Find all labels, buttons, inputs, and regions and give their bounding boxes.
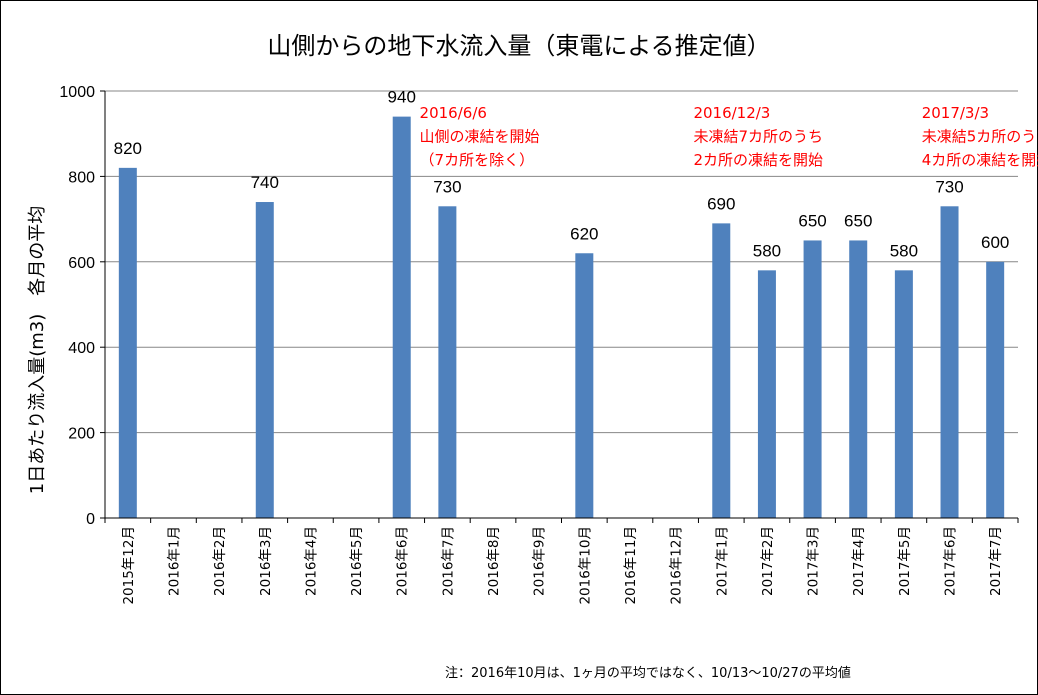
y-tick-label: 800 (68, 169, 95, 186)
y-axis-label: 1日あたり流入量(m3) 各月の平均 (27, 206, 48, 494)
x-tick-label: 2016年5月 (349, 526, 365, 596)
data-label: 740 (251, 173, 279, 192)
x-tick-label: 2017年7月 (988, 526, 1004, 596)
annotation-line: 山側の凍結を開始 (420, 128, 540, 146)
x-tick-label: 2017年3月 (806, 526, 822, 596)
annotation-line: 2016/12/3 (693, 104, 770, 122)
bar (803, 240, 822, 518)
bar (255, 202, 274, 518)
data-label: 650 (798, 211, 826, 230)
x-tick-label: 2016年11月 (623, 526, 639, 605)
y-tick-label: 600 (68, 255, 95, 272)
x-tick-label: 2016年9月 (532, 526, 548, 596)
data-label: 730 (433, 177, 461, 196)
annotation-line: 2016/6/6 (420, 104, 487, 122)
bar (940, 206, 959, 519)
x-tick-label: 2016年3月 (258, 526, 274, 596)
x-tick-label: 2016年6月 (395, 526, 411, 596)
bar (392, 116, 411, 519)
annotation-line: 4カ所の凍結を開始 (922, 151, 1038, 169)
y-tick-label: 400 (68, 340, 95, 357)
annotation-line: 2カ所の凍結を開始 (693, 151, 823, 169)
bar (712, 223, 731, 518)
data-label: 580 (753, 241, 781, 260)
data-label: 620 (570, 224, 598, 243)
x-tick-label: 2017年4月 (851, 526, 867, 596)
data-labels: 820 740 940 730 620 690 580 650 650 580 730 600 (114, 88, 1010, 261)
x-tick-label: 2016年7月 (440, 526, 456, 596)
x-tick-label: 2016年8月 (486, 526, 502, 596)
bar (438, 206, 457, 519)
bars (118, 116, 1005, 519)
data-label: 690 (707, 194, 735, 213)
x-tick-labels: 2015年12月 2016年1月 2016年2月 2016年3月 2016年4月 2016… (121, 526, 1004, 605)
x-tick-label: 2016年1月 (166, 526, 182, 596)
footnote: 注：2016年10月は、1ヶ月の平均ではなく、10/13～10/27の平均値 (445, 665, 851, 681)
y-tick-label: 0 (86, 511, 95, 528)
bar (575, 253, 594, 518)
x-tick-label: 2017年5月 (897, 526, 913, 596)
bar (118, 167, 137, 519)
axes (104, 91, 1019, 523)
gridlines (100, 90, 1018, 519)
data-label: 580 (890, 241, 918, 260)
data-label: 650 (844, 211, 872, 230)
y-tick-labels: 0 200 400 600 800 1000 (59, 84, 95, 528)
bar (986, 261, 1005, 518)
x-tick-label: 2017年2月 (760, 526, 776, 596)
x-tick-label: 2016年12月 (669, 526, 685, 605)
bar (849, 240, 868, 518)
data-label: 600 (981, 233, 1009, 252)
annotation-line: 未凍結7カ所のうち (693, 128, 823, 146)
data-label: 730 (935, 177, 963, 196)
y-tick-label: 1000 (59, 84, 95, 101)
bar (757, 270, 776, 518)
data-label: 940 (388, 88, 416, 107)
x-tick-label: 2017年1月 (714, 526, 730, 596)
x-tick-label: 2017年6月 (943, 526, 959, 596)
x-tick-label: 2016年4月 (303, 526, 319, 596)
annotation-line: 未凍結5カ所のうち (922, 128, 1038, 146)
x-tick-label: 2016年10月 (577, 526, 593, 605)
x-tick-label: 2015年12月 (121, 526, 137, 605)
bar (894, 270, 913, 518)
data-label: 820 (114, 139, 142, 158)
x-tick-label: 2016年2月 (212, 526, 228, 596)
y-tick-label: 200 (68, 426, 95, 443)
chart-title: 山側からの地下水流入量（東電による推定値） (267, 32, 770, 60)
annotation-line: 2017/3/3 (922, 104, 989, 122)
annotations: 2016/6/6 山側の凍結を開始 （7カ所を除く） 2016/12/3 未凍結7カ所の… (420, 104, 1038, 169)
annotation-line: （7カ所を除く） (420, 151, 535, 169)
